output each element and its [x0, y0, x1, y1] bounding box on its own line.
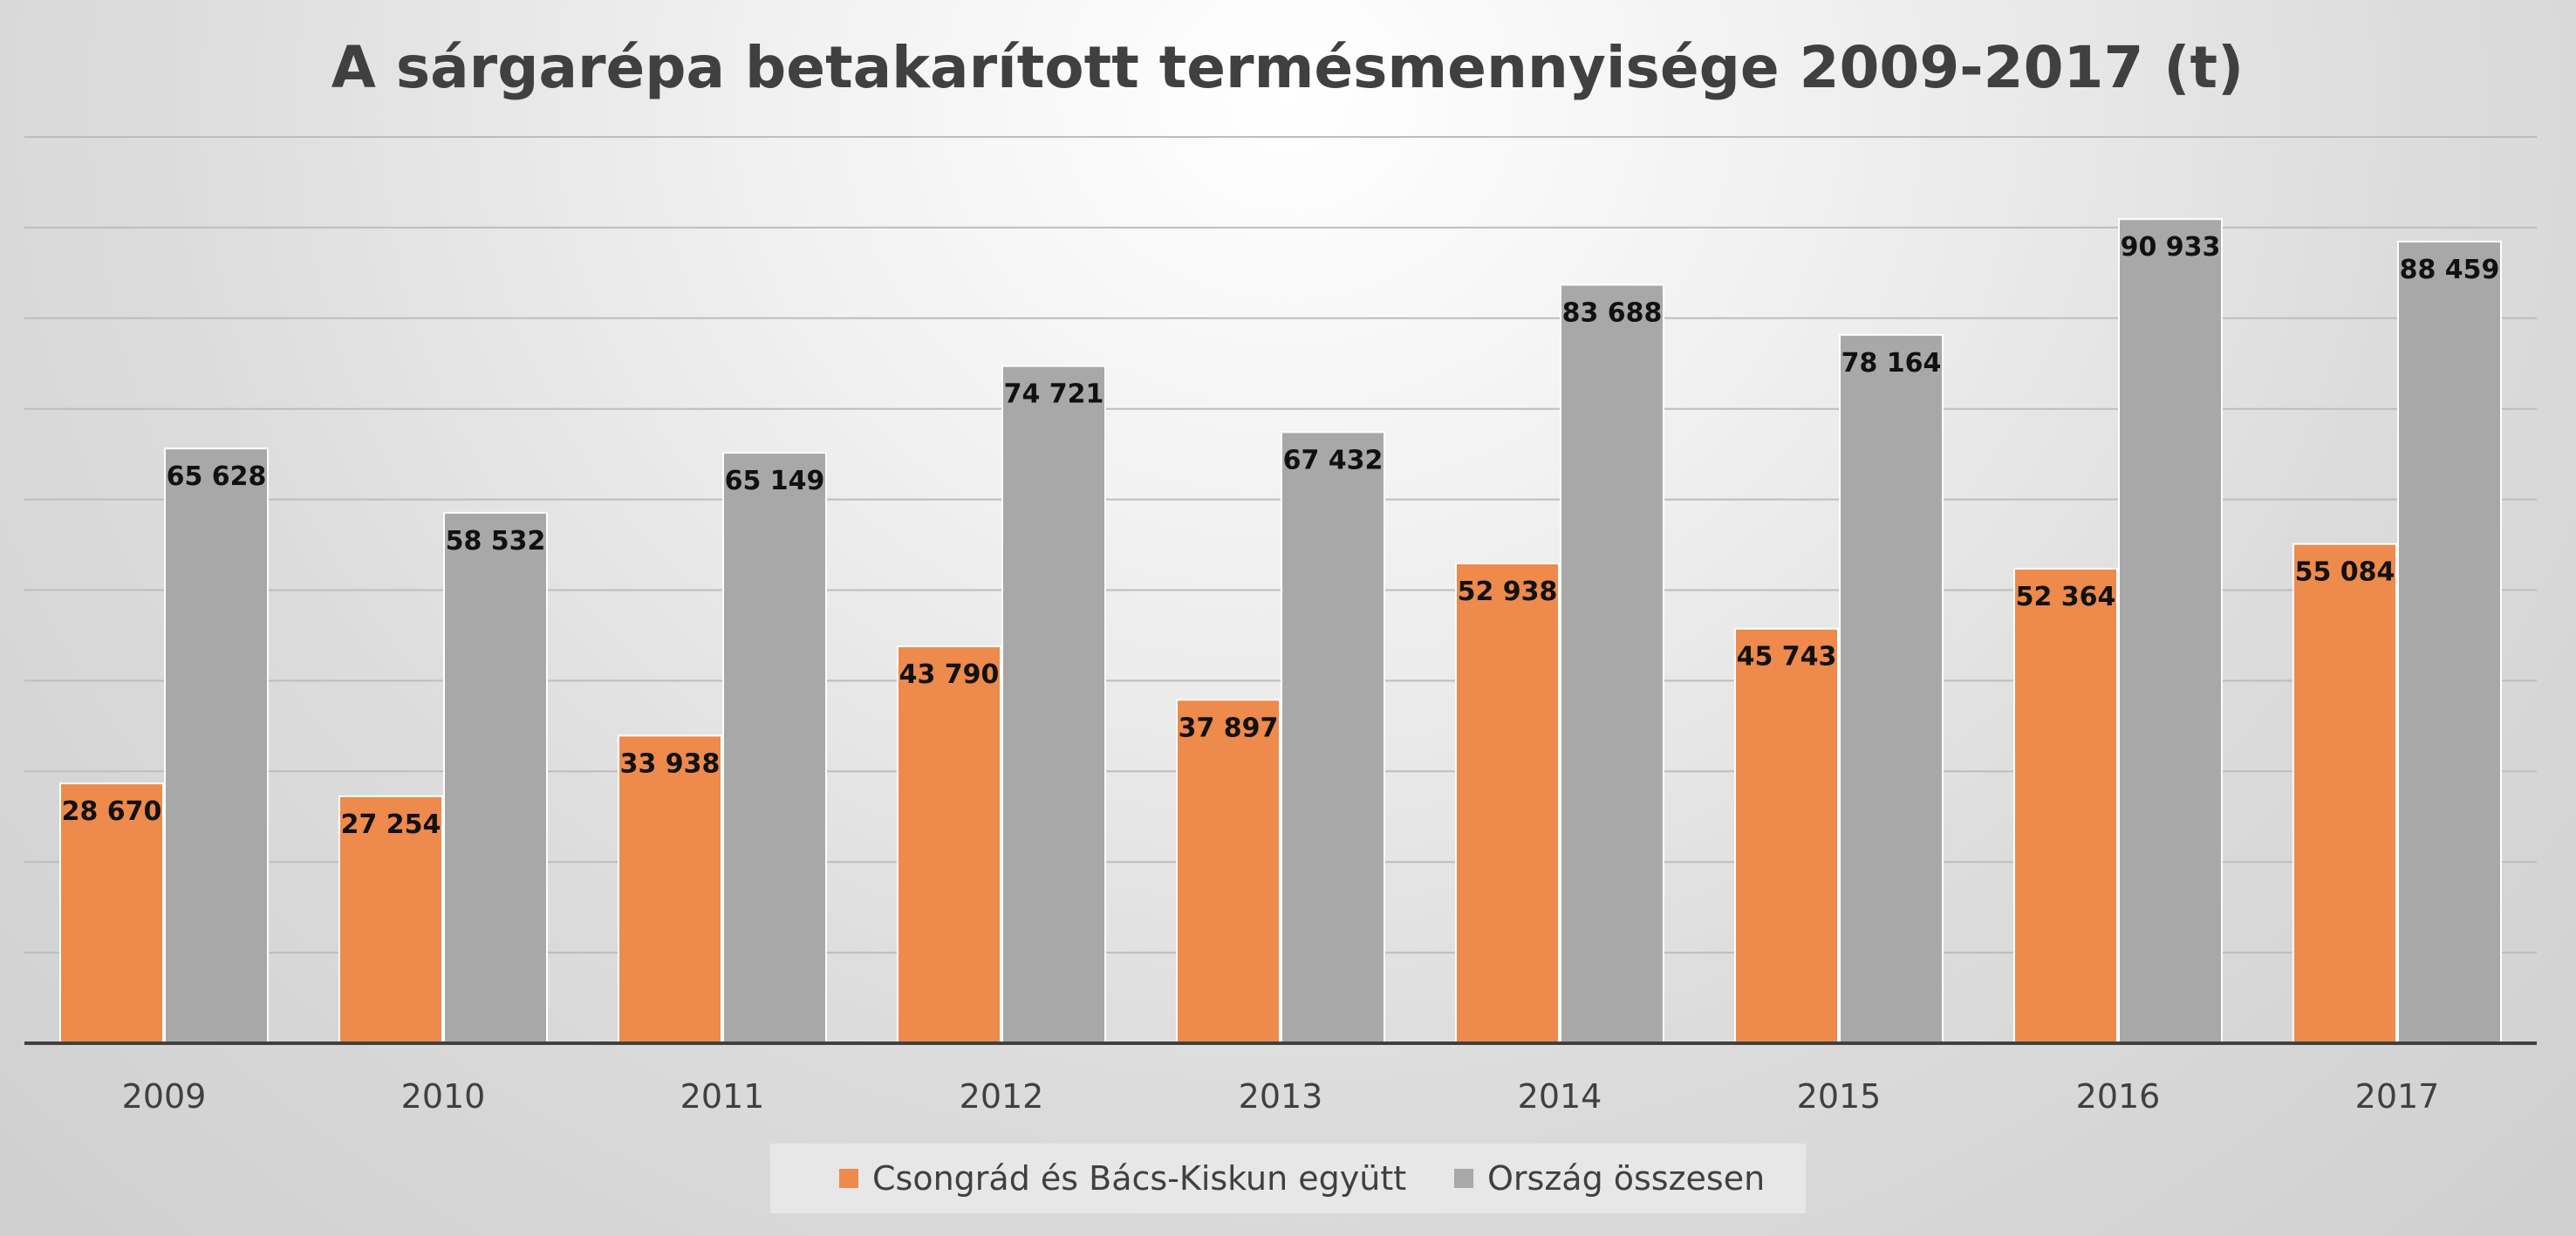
legend: Csongrád és Bács-Kiskun együtt Ország ös…: [770, 1144, 1806, 1213]
chart-title: A sárgarépa betakarított termésmennyiség…: [331, 34, 2244, 101]
legend-box: [770, 1144, 1806, 1213]
bar-csongrad-es-bacs-kiskun-egyutt-2016: [2013, 567, 2118, 1044]
bar-orszag-osszesen-2016: [2118, 218, 2223, 1045]
x-tick-label-2012: 2012: [960, 1077, 1044, 1116]
data-label-orszag-osszesen-2012: 74 721: [1004, 379, 1104, 410]
data-label-csongrad-es-bacs-kiskun-egyutt-2014: 52 938: [1458, 577, 1558, 607]
bar-csongrad-es-bacs-kiskun-egyutt-2010: [338, 795, 443, 1044]
x-tick-label-2016: 2016: [2076, 1077, 2161, 1116]
data-label-csongrad-es-bacs-kiskun-egyutt-2012: 43 790: [899, 659, 1000, 690]
legend-label-orszag-osszesen: Ország összesen: [1487, 1159, 1765, 1198]
legend-swatch-csongrad-bacs-kiskun: [839, 1169, 858, 1188]
data-label-csongrad-es-bacs-kiskun-egyutt-2011: 33 938: [620, 748, 721, 779]
x-tick-label-2010: 2010: [401, 1077, 486, 1116]
x-tick-label-2013: 2013: [1239, 1077, 1323, 1116]
data-label-orszag-osszesen-2017: 88 459: [2400, 255, 2500, 285]
data-labels: 28 670 65 628 27 254 58 532 33 938 65 149 43 7…: [62, 232, 2500, 840]
x-axis-tick-labels: 2009 2010 2011 2012 2013 2014 2015 2016 2017: [122, 1077, 2440, 1116]
bar-csongrad-es-bacs-kiskun-egyutt-2009: [59, 782, 164, 1044]
bar-orszag-osszesen-2014: [1560, 283, 1664, 1044]
bar-csongrad-es-bacs-kiskun-egyutt-2011: [618, 734, 722, 1044]
data-label-csongrad-es-bacs-kiskun-egyutt-2010: 27 254: [341, 809, 441, 840]
data-label-orszag-osszesen-2010: 58 532: [446, 526, 546, 557]
x-tick-label-2009: 2009: [122, 1077, 207, 1116]
bar-orszag-osszesen-2012: [1001, 365, 1106, 1044]
bars: [59, 218, 2502, 1045]
x-tick-label-2017: 2017: [2355, 1077, 2440, 1116]
x-tick-label-2011: 2011: [680, 1077, 765, 1116]
legend-swatch-orszag-osszesen: [1454, 1169, 1473, 1188]
bar-csongrad-es-bacs-kiskun-egyutt-2012: [897, 645, 1001, 1044]
data-label-orszag-osszesen-2016: 90 933: [2121, 232, 2221, 263]
data-label-csongrad-es-bacs-kiskun-egyutt-2013: 37 897: [1179, 713, 1279, 743]
bar-orszag-osszesen-2010: [443, 511, 548, 1044]
x-tick-label-2014: 2014: [1518, 1077, 1602, 1116]
bar-csongrad-es-bacs-kiskun-egyutt-2013: [1176, 699, 1281, 1044]
data-label-orszag-osszesen-2011: 65 149: [725, 466, 825, 496]
bar-orszag-osszesen-2011: [722, 452, 827, 1044]
data-label-orszag-osszesen-2013: 67 432: [1283, 445, 1384, 475]
data-label-csongrad-es-bacs-kiskun-egyutt-2015: 45 743: [1737, 642, 1837, 673]
bar-orszag-osszesen-2017: [2397, 240, 2502, 1044]
data-label-csongrad-es-bacs-kiskun-egyutt-2009: 28 670: [62, 796, 162, 827]
bar-orszag-osszesen-2015: [1839, 333, 1944, 1044]
data-label-orszag-osszesen-2009: 65 628: [167, 461, 267, 492]
bar-orszag-osszesen-2013: [1281, 431, 1385, 1044]
data-label-orszag-osszesen-2014: 83 688: [1562, 297, 1663, 328]
data-label-orszag-osszesen-2015: 78 164: [1841, 348, 1942, 379]
bar-csongrad-es-bacs-kiskun-egyutt-2017: [2292, 543, 2397, 1044]
data-label-csongrad-es-bacs-kiskun-egyutt-2016: 52 364: [2016, 582, 2116, 612]
legend-label-csongrad-bacs-kiskun: Csongrád és Bács-Kiskun együtt: [872, 1159, 1406, 1198]
bar-csongrad-es-bacs-kiskun-egyutt-2015: [1734, 627, 1839, 1044]
data-label-csongrad-es-bacs-kiskun-egyutt-2017: 55 084: [2295, 557, 2395, 588]
bar-csongrad-es-bacs-kiskun-egyutt-2014: [1455, 562, 1560, 1044]
bar-orszag-osszesen-2009: [164, 447, 269, 1044]
x-tick-label-2015: 2015: [1797, 1077, 1882, 1116]
